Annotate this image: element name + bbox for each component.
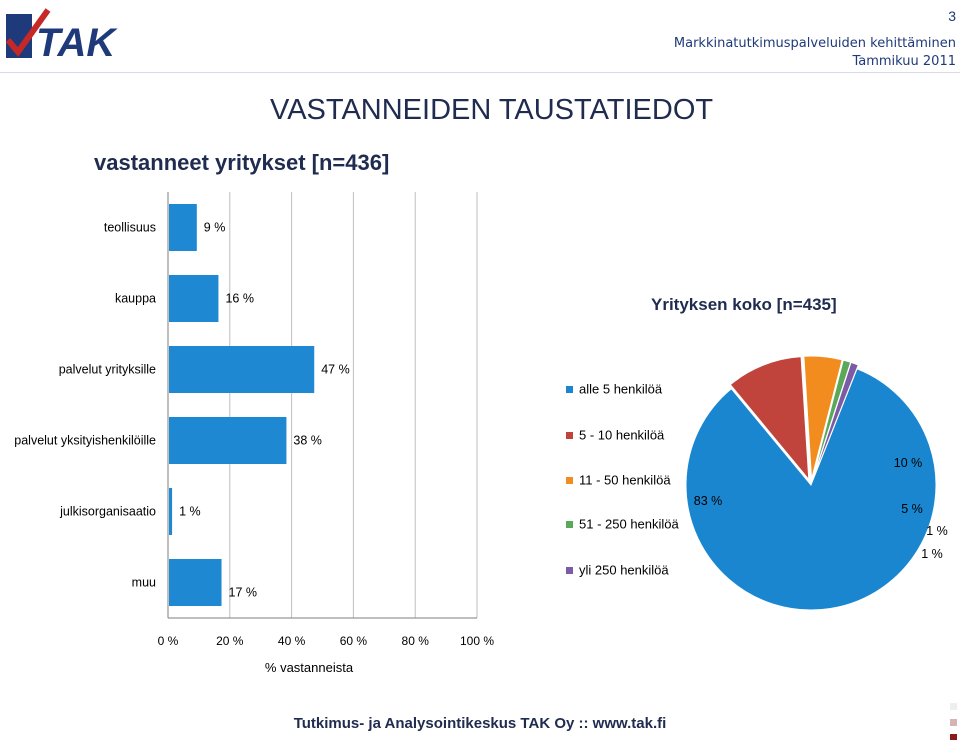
category-label: julkisorganisaatio bbox=[59, 505, 156, 519]
x-axis-label: % vastanneista bbox=[265, 660, 354, 675]
footer-text: Tutkimus- ja Analysointikeskus TAK Oy ::… bbox=[293, 715, 667, 732]
x-tick-label: 80 % bbox=[402, 634, 430, 648]
data-label: 17 % bbox=[229, 586, 258, 600]
header-subtitle: Markkinatutkimuspalveluiden kehittäminen bbox=[673, 36, 956, 51]
legend-label: 51 - 250 henkilöä bbox=[579, 516, 679, 532]
logo-text: TAK bbox=[36, 21, 118, 62]
deco-square bbox=[950, 703, 957, 710]
legend-item: yli 250 henkilöä bbox=[566, 562, 669, 578]
legend-item: 51 - 250 henkilöä bbox=[566, 516, 679, 532]
bar bbox=[169, 559, 222, 606]
deco-square bbox=[950, 719, 957, 726]
data-label: 38 % bbox=[293, 434, 322, 448]
legend-swatch bbox=[566, 477, 573, 485]
header-divider bbox=[0, 72, 960, 73]
legend-swatch bbox=[566, 567, 573, 575]
legend-swatch bbox=[566, 386, 573, 394]
checkmark-icon bbox=[5, 8, 51, 57]
bar bbox=[169, 275, 219, 322]
data-label: 47 % bbox=[321, 363, 350, 377]
deco-square bbox=[950, 734, 957, 740]
tak-logo: TAK bbox=[5, 8, 118, 62]
x-tick-label: 60 % bbox=[340, 634, 368, 648]
data-label: 9 % bbox=[204, 221, 226, 235]
category-label: teollisuus bbox=[104, 221, 156, 235]
legend-label: yli 250 henkilöä bbox=[579, 562, 669, 578]
x-tick-label: 40 % bbox=[278, 634, 306, 648]
category-label: kauppa bbox=[115, 292, 156, 306]
legend-item: 5 - 10 henkilöä bbox=[566, 427, 664, 443]
x-tick-label: 100 % bbox=[460, 634, 494, 648]
legend-swatch bbox=[566, 521, 573, 529]
bar bbox=[169, 488, 173, 535]
bar bbox=[169, 346, 315, 393]
data-label: 1 % bbox=[179, 505, 201, 519]
bar bbox=[169, 417, 287, 464]
page-number: 3 bbox=[948, 8, 956, 24]
legend-item: 11 - 50 henkilöä bbox=[566, 472, 671, 488]
header-date: Tammikuu 2011 bbox=[852, 54, 956, 69]
legend-item: alle 5 henkilöä bbox=[566, 381, 662, 397]
legend-label: 5 - 10 henkilöä bbox=[579, 427, 665, 443]
data-label: 16 % bbox=[225, 292, 254, 306]
x-tick-label: 20 % bbox=[216, 634, 244, 648]
legend-label: 11 - 50 henkilöä bbox=[579, 472, 671, 488]
page-title: VASTANNEIDEN TAUSTATIEDOT bbox=[270, 94, 714, 126]
x-tick-label: 0 % bbox=[158, 634, 179, 648]
legend-swatch bbox=[566, 432, 573, 440]
bar bbox=[169, 204, 197, 251]
bar-chart-title: vastanneet yritykset [n=436] bbox=[94, 150, 390, 175]
category-label: palvelut yksityishenkilöille bbox=[14, 434, 156, 448]
pie-chart-title: Yrityksen koko [n=435] bbox=[651, 295, 837, 314]
category-label: palvelut yrityksille bbox=[59, 363, 156, 377]
category-label: muu bbox=[132, 576, 156, 590]
legend-label: alle 5 henkilöä bbox=[579, 381, 663, 397]
